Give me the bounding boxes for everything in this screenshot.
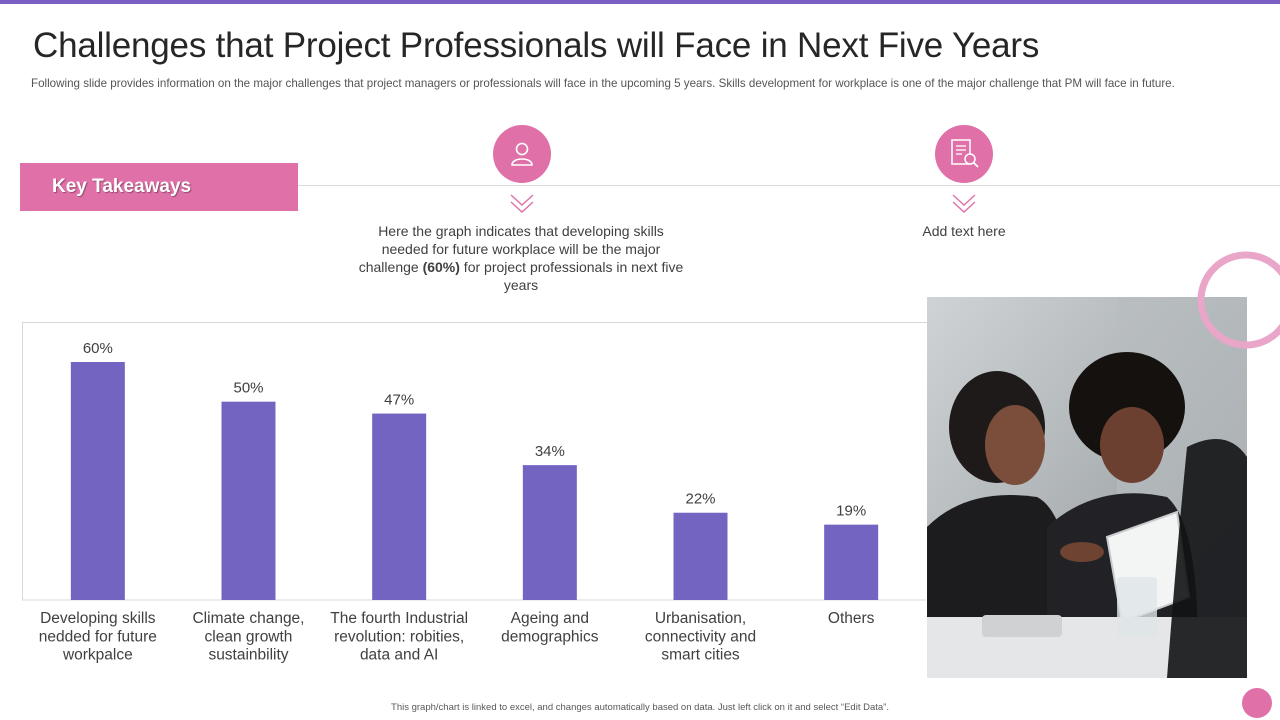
decorative-ring [1197,251,1280,349]
takeaway-note-1-text-end: for project professionals in next five y… [459,259,684,293]
user-icon [493,125,551,183]
category-label: The fourth Industrial revolution: robitie… [330,610,468,664]
page-title: Challenges that Project Professionals wi… [33,26,1040,65]
chart-frame [22,322,928,600]
decorative-dot [1242,688,1272,718]
footnote: This graph/chart is linked to excel, and… [391,702,889,713]
category-label-line: demographics [501,628,599,645]
page-subtitle: Following slide provides information on … [31,77,1175,90]
user-icon-glyph [511,142,533,166]
category-label-line: Urbanisation, [655,610,746,627]
category-label-line: Ageing and [511,610,589,627]
category-label: Climate change, clean growth sustainbility [192,610,304,664]
takeaway-note-2: Add text here [922,223,1006,239]
photo-illustration [927,297,1247,678]
takeaway-note-1-highlight: (60%) [422,259,460,275]
category-label-line: data and AI [360,647,438,664]
category-label-line: revolution: robities, [334,628,464,645]
category-label: Others [828,610,875,627]
category-label-line: connectivity and [645,628,756,645]
category-label-line: Climate change, [192,610,304,627]
category-label-line: nedded for future [39,628,157,645]
category-label-line: smart cities [661,647,740,664]
section-divider [298,185,1280,186]
category-label: Ageing and demographics [501,610,599,645]
category-label-line: Developing skills [40,610,156,627]
chevron-down-icon [952,194,976,213]
takeaway-note-1: Here the graph indicates that developing… [358,222,684,294]
category-label-line: The fourth Industrial [330,610,468,627]
chevron-down-icon [510,194,534,213]
document-search-icon [935,125,993,183]
key-takeaways-banner: Key Takeaways [20,163,298,211]
category-label-line: Others [828,610,875,627]
category-label: Developing skills nedded for future workpa… [39,610,157,664]
top-accent-bar [0,0,1280,4]
category-label: Urbanisation, connectivity and smart citie… [645,610,756,664]
category-label-line: clean growth [205,628,293,645]
takeaway-note-1-text: Here the graph indicates that developing… [358,223,664,275]
team-photo [927,297,1247,678]
document-search-icon-glyph [951,139,979,168]
category-label-line: workpalce [62,647,133,664]
category-label-line: sustainbility [208,647,288,664]
